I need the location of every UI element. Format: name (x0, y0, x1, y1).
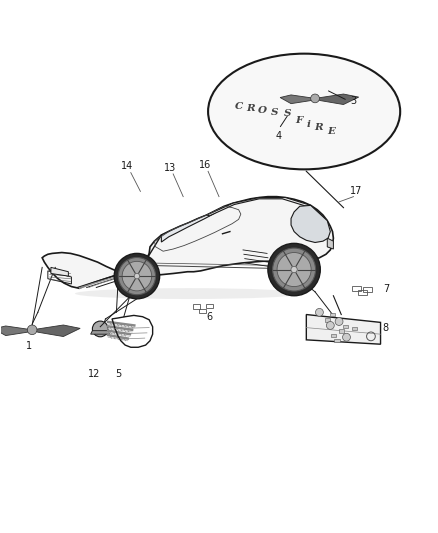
Circle shape (134, 273, 140, 279)
Polygon shape (280, 95, 315, 103)
Text: R: R (246, 104, 255, 113)
Circle shape (268, 244, 320, 296)
Polygon shape (32, 325, 80, 336)
Polygon shape (291, 205, 330, 243)
Text: 7: 7 (383, 284, 389, 294)
Text: R: R (314, 123, 323, 132)
Text: 17: 17 (350, 186, 363, 196)
Circle shape (114, 253, 159, 299)
Text: 13: 13 (164, 163, 176, 173)
Polygon shape (0, 326, 32, 336)
Text: 3: 3 (350, 95, 356, 106)
Circle shape (326, 321, 334, 329)
Text: 16: 16 (199, 160, 211, 171)
Bar (352, 286, 361, 291)
Circle shape (277, 253, 311, 287)
Text: 4: 4 (276, 131, 282, 141)
Circle shape (92, 321, 108, 337)
Polygon shape (161, 206, 224, 242)
Polygon shape (79, 274, 125, 288)
Text: S: S (271, 108, 279, 117)
Bar (363, 287, 372, 292)
Text: E: E (327, 127, 335, 136)
Text: 8: 8 (383, 324, 389, 334)
Text: 5: 5 (116, 369, 122, 379)
Bar (339, 329, 344, 333)
Polygon shape (91, 330, 110, 334)
Polygon shape (327, 238, 333, 249)
Polygon shape (306, 314, 381, 344)
Bar (334, 339, 339, 343)
Text: 12: 12 (88, 369, 101, 379)
Bar (358, 290, 367, 295)
Circle shape (343, 333, 350, 341)
Polygon shape (51, 268, 68, 276)
Ellipse shape (75, 288, 302, 299)
Circle shape (118, 257, 155, 295)
Ellipse shape (208, 54, 400, 169)
Text: 6: 6 (206, 312, 212, 322)
Bar (331, 334, 336, 337)
Text: C: C (234, 102, 243, 111)
Circle shape (315, 309, 323, 316)
Text: 1: 1 (26, 341, 32, 351)
Polygon shape (42, 197, 333, 288)
Text: S: S (284, 109, 291, 118)
Text: i: i (307, 120, 311, 129)
Bar (330, 313, 335, 316)
Bar (343, 325, 348, 328)
Text: O: O (258, 106, 267, 115)
Polygon shape (315, 94, 359, 104)
Text: 14: 14 (121, 161, 134, 171)
Circle shape (311, 94, 319, 103)
Bar (325, 318, 330, 321)
Circle shape (291, 266, 297, 273)
Circle shape (335, 318, 343, 326)
Text: F: F (295, 116, 302, 125)
Polygon shape (207, 198, 327, 222)
Circle shape (27, 325, 37, 335)
Circle shape (122, 261, 152, 291)
Bar (352, 327, 357, 330)
Circle shape (272, 248, 315, 291)
